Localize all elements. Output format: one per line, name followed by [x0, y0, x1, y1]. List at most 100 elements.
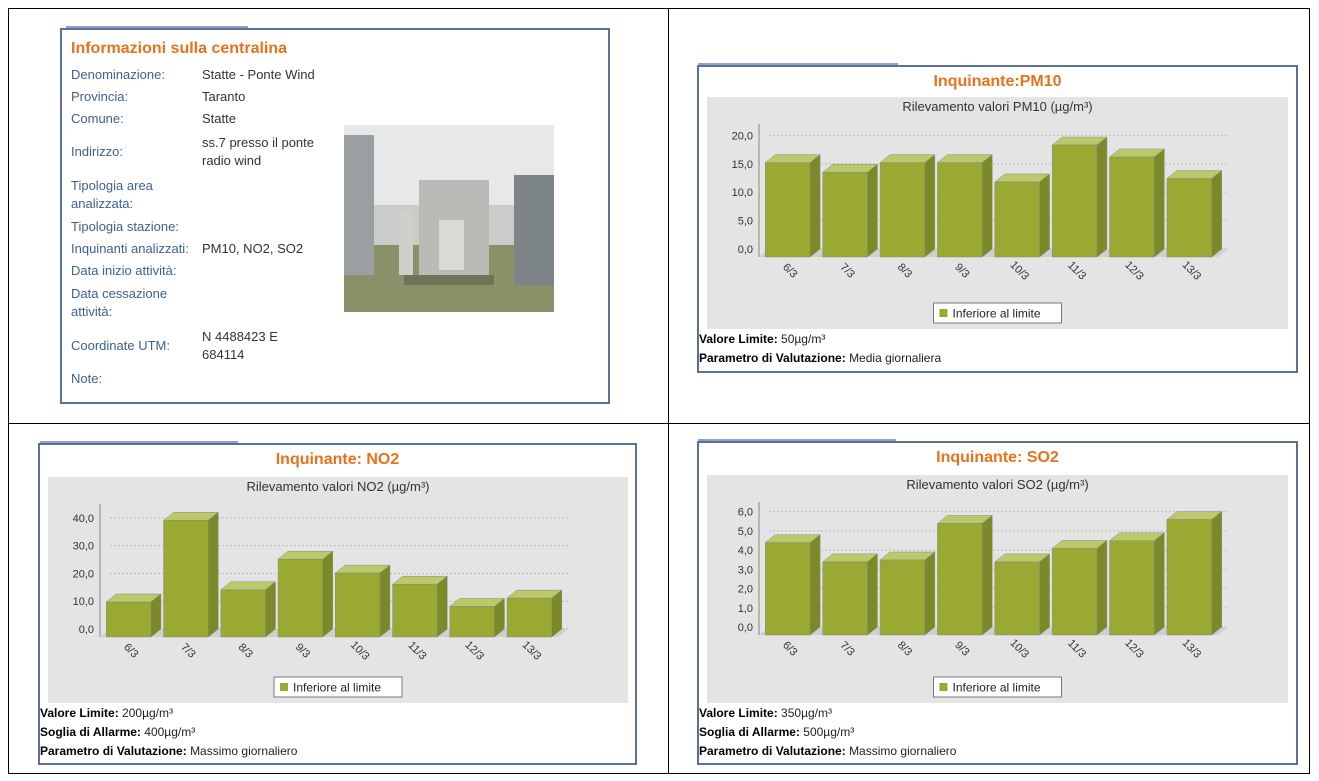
y-tick-label: 0,0: [79, 624, 94, 636]
note-line: Soglia di Allarme: 500µg/m³: [699, 723, 956, 742]
bar-side: [809, 154, 821, 258]
note-line: Soglia di Allarme: 400µg/m³: [40, 723, 297, 742]
bar: [879, 162, 926, 258]
note-line: Valore Limite: 50µg/m³: [699, 330, 941, 349]
bar: [449, 606, 495, 638]
bar-side: [867, 163, 878, 258]
info-label: Data cessazione attività:: [71, 286, 168, 319]
table-border: [8, 8, 9, 774]
info-table: Denominazione: Statte - Ponte Wind Provinc…: [71, 64, 342, 390]
y-tick-label: 40,0: [73, 513, 94, 525]
chart-subtitle: Rilevamento valori PM10 (µg/m³): [902, 99, 1092, 114]
bar: [1109, 540, 1155, 636]
bar: [765, 162, 811, 258]
table-border: [8, 8, 1310, 9]
y-tick-label: 10,0: [732, 187, 753, 199]
bar-side: [1154, 148, 1165, 258]
note-line: Parametro di Valutazione: Massimo giorna…: [40, 742, 297, 761]
bar-side: [436, 575, 448, 638]
table-border: [8, 773, 1310, 774]
legend-label: Inferiore al limite: [953, 681, 1041, 695]
bar: [220, 589, 266, 638]
bar-side: [867, 553, 878, 636]
chart-panel: Inquinante:PM10 Rilevamento valori PM10 (…: [697, 65, 1298, 373]
legend-label: Inferiore al limite: [293, 681, 381, 695]
legend-box: [933, 302, 1062, 324]
note-value: 50µg/m³: [781, 332, 826, 346]
table-border: [8, 423, 1310, 424]
legend-swatch: [939, 683, 948, 691]
chart-title: Inquinante: NO2: [275, 451, 400, 468]
y-tick-label: 20,0: [73, 568, 94, 580]
bar: [822, 561, 868, 636]
info-value: Statte: [202, 108, 342, 130]
note-label: Parametro di Valutazione:: [699, 744, 846, 758]
bar: [1051, 548, 1098, 636]
y-tick-label: 6,0: [738, 507, 753, 519]
note-value: Media giornaliera: [849, 351, 942, 365]
note-line: Valore Limite: 200µg/m³: [40, 704, 297, 723]
info-value-text: N 4488423 E 684114: [202, 329, 278, 362]
bar-side: [924, 154, 936, 258]
station-photo: [344, 125, 554, 312]
info-value-text: Statte: [202, 111, 236, 126]
bar-side: [322, 550, 333, 638]
bar-side: [1096, 136, 1108, 258]
bar-side: [924, 551, 936, 636]
legend-label: Inferiore al limite: [953, 307, 1041, 321]
chart: Rilevamento valori SO2 (µg/m³) 0,0 1,0 2,0 3…: [707, 475, 1288, 703]
legend-swatch: [939, 309, 948, 317]
bar: [994, 181, 1040, 258]
info-row: Denominazione: Statte - Ponte Wind: [71, 64, 342, 86]
info-value: [202, 368, 342, 390]
bar-side: [981, 514, 993, 636]
table-border: [1309, 8, 1310, 774]
note-label: Soglia di Allarme:: [699, 725, 800, 739]
bar-side: [1096, 539, 1108, 636]
bar-side: [1154, 532, 1165, 636]
y-tick-label: 10,0: [73, 596, 94, 608]
note-label: Soglia di Allarme:: [40, 725, 141, 739]
info-row: Tipologia stazione:: [71, 216, 342, 238]
chart: Rilevamento valori NO2 (µg/m³) 0,0 10,0 20,…: [48, 477, 628, 703]
y-tick-label: 0,0: [738, 244, 753, 256]
tab-strip: [698, 439, 896, 442]
info-row: Provincia: Taranto: [71, 86, 342, 108]
info-row: Note:: [71, 368, 342, 390]
legend-box: [933, 676, 1062, 698]
bar: [937, 162, 983, 258]
y-tick-label: 3,0: [738, 564, 753, 576]
info-value: Taranto: [202, 86, 342, 108]
chart-title: Inquinante:PM10: [933, 73, 1062, 90]
y-tick-label: 1,0: [738, 603, 753, 615]
legend-box: [273, 676, 403, 698]
table-border: [668, 8, 669, 774]
chart-notes: Valore Limite: 50µg/m³ Parametro di Valut…: [699, 330, 941, 368]
chart-panel: Inquinante: NO2 Rilevamento valori NO2 (µ…: [38, 443, 637, 765]
chart-subtitle: Rilevamento valori NO2 (µg/m³): [246, 479, 429, 494]
note-label: Parametro di Valutazione:: [699, 351, 846, 365]
bar-side: [379, 564, 391, 638]
info-value: ss.7 presso il ponte radio wind: [202, 130, 342, 174]
note-value: 500µg/m³: [803, 725, 855, 739]
bar-side: [1039, 553, 1050, 636]
info-value: [202, 282, 342, 324]
info-label: Data inizio attività:: [71, 263, 177, 278]
y-tick-label: 5,0: [738, 526, 753, 538]
info-row: Indirizzo: ss.7 presso il ponte radio win…: [71, 130, 342, 174]
bar-side: [1211, 511, 1222, 636]
info-value: [202, 216, 342, 238]
chart-subtitle: Rilevamento valori SO2 (µg/m³): [906, 477, 1088, 492]
note-label: Valore Limite:: [699, 332, 778, 346]
bar: [765, 542, 811, 636]
chart-panel: Inquinante: SO2 Rilevamento valori SO2 (µ…: [697, 441, 1298, 765]
bar-side: [207, 511, 219, 638]
info-title: Informazioni sulla centralina: [71, 40, 288, 57]
bar: [392, 583, 438, 638]
tab-strip: [698, 63, 898, 66]
tab-strip: [40, 441, 238, 444]
info-label: Tipologia area analizzata:: [71, 178, 153, 211]
bar-side: [809, 534, 821, 636]
note-line: Parametro di Valutazione: Media giornali…: [699, 349, 941, 368]
